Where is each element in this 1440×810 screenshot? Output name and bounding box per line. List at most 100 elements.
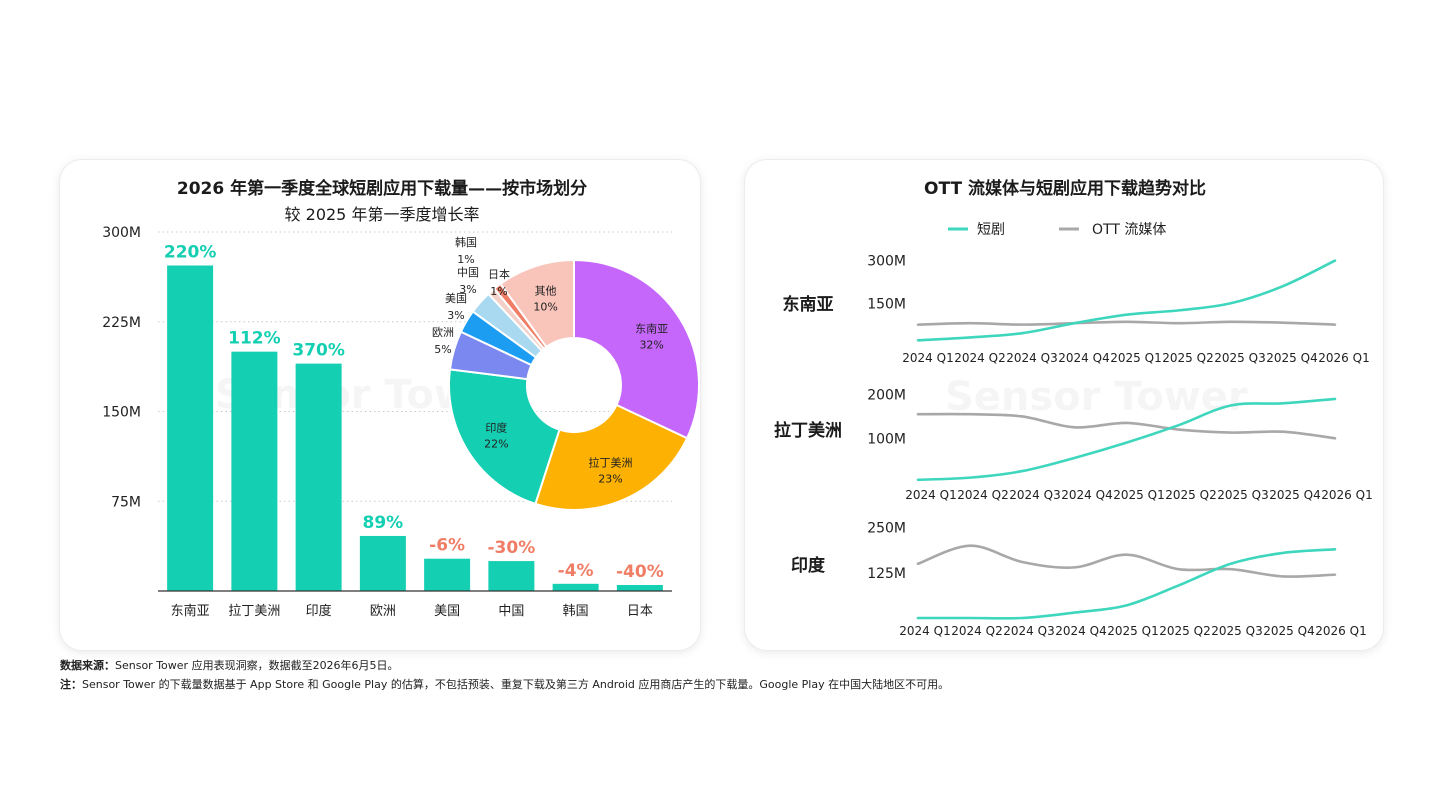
donut-slice xyxy=(448,368,561,506)
donut-label-pct: 10% xyxy=(533,301,557,314)
y-tick-label: 125M xyxy=(867,566,906,582)
y-tick-label: 75M xyxy=(111,494,141,510)
y-tick-label: 150M xyxy=(102,405,141,421)
growth-label: 220% xyxy=(164,243,217,263)
y-tick-label: 250M xyxy=(867,521,906,537)
growth-label: -40% xyxy=(616,562,664,582)
ott-line xyxy=(916,412,1337,440)
bar xyxy=(616,585,663,591)
growth-label: 112% xyxy=(228,329,281,349)
donut-label-name: 印度 xyxy=(485,420,507,434)
ott-line xyxy=(916,544,1337,578)
donut-label-pct: 5% xyxy=(434,343,451,356)
x-category-label: 欧洲 xyxy=(370,604,396,619)
x-tick-label: 2026 Q1 xyxy=(1315,624,1366,638)
x-tick-label: 2025 Q4 xyxy=(1269,488,1320,502)
x-tick-label: 2024 Q4 xyxy=(1058,351,1109,365)
footnote-source-label: 数据来源： xyxy=(60,659,115,672)
x-tick-label: 2025 Q3 xyxy=(1211,624,1262,638)
bar xyxy=(488,561,535,591)
donut-label-name: 拉丁美洲 xyxy=(589,455,633,469)
bar xyxy=(231,351,278,591)
donut-slice xyxy=(573,258,700,440)
x-tick-label: 2025 Q2 xyxy=(1162,351,1213,365)
bar-chart-subtitle: 较 2025 年第一季度增长率 xyxy=(285,205,480,224)
x-category-label: 拉丁美洲 xyxy=(228,604,280,619)
donut-label-name: 东南亚 xyxy=(635,323,668,336)
trend-legend: 短剧 OTT 流媒体 xyxy=(948,222,1166,238)
region-label: 印度 xyxy=(791,555,826,576)
x-tick-label: 2024 Q2 xyxy=(957,488,1008,502)
donut-label-pct: 1% xyxy=(457,253,474,266)
market-share-donut xyxy=(448,258,700,511)
donut-label-name: 韩国 xyxy=(455,235,477,249)
region-label: 东南亚 xyxy=(783,294,834,315)
x-category-label: 美国 xyxy=(434,604,460,619)
x-tick-label: 2024 Q4 xyxy=(1061,488,1112,502)
region-label: 拉丁美洲 xyxy=(774,420,842,441)
x-tick-label: 2026 Q1 xyxy=(1318,351,1369,365)
legend-label-ott: OTT 流媒体 xyxy=(1092,222,1166,238)
x-tick-label: 2025 Q3 xyxy=(1214,351,1265,365)
x-category-label: 印度 xyxy=(306,603,332,619)
growth-label: -6% xyxy=(429,536,465,556)
x-tick-label: 2024 Q2 xyxy=(954,351,1005,365)
footnote-note-label: 注： xyxy=(60,678,82,691)
y-tick-label: 225M xyxy=(102,315,141,331)
growth-labels: 220% 112% 370% 89% -6% -30% -4% -40% xyxy=(164,243,664,583)
x-tick-label: 2025 Q2 xyxy=(1165,488,1216,502)
bar-series xyxy=(167,265,663,591)
donut-label-pct: 32% xyxy=(639,339,663,352)
y-tick-label: 300M xyxy=(102,225,141,241)
bar-chart-title: 2026 年第一季度全球短剧应用下载量——按市场划分 xyxy=(177,178,587,199)
trend-chart-1: 拉丁美洲 200M 100M 2024 Q1 2024 Q2 2024 Q3 2024 Q4… xyxy=(774,388,1373,502)
donut-label-name: 其他 xyxy=(535,285,557,298)
growth-label: -4% xyxy=(558,561,594,581)
donut-label-pct: 1% xyxy=(490,285,507,298)
legend-label-short-drama: 短剧 xyxy=(977,222,1005,238)
footnote-note: 注：Sensor Tower 的下载量数据基于 App Store 和 Goog… xyxy=(60,676,949,692)
x-tick-label: 2024 Q1 xyxy=(905,488,956,502)
short-drama-line xyxy=(916,397,1337,482)
x-tick-label: 2024 Q3 xyxy=(1006,351,1057,365)
growth-label: 89% xyxy=(363,513,404,533)
short-drama-line xyxy=(916,548,1337,620)
x-tick-label: 2025 Q2 xyxy=(1159,624,1210,638)
bar xyxy=(552,583,599,591)
footnote-note-text: Sensor Tower 的下载量数据基于 App Store 和 Google… xyxy=(82,678,950,691)
x-tick-label: 2024 Q1 xyxy=(899,624,950,638)
x-tick-label: 2025 Q1 xyxy=(1110,351,1161,365)
bar xyxy=(167,265,214,591)
donut-slice xyxy=(499,258,575,349)
growth-label: 370% xyxy=(292,341,345,361)
ott-line xyxy=(916,320,1337,326)
donut-label-name: 日本 xyxy=(488,267,510,281)
y-tick-label: 150M xyxy=(867,296,906,312)
donut-label-pct: 3% xyxy=(447,309,464,322)
x-category-label: 韩国 xyxy=(563,604,589,619)
x-tick-label: 2025 Q1 xyxy=(1107,624,1158,638)
x-tick-label: 2025 Q1 xyxy=(1113,488,1164,502)
donut-label-name: 中国 xyxy=(457,266,479,279)
footnote-source-text: Sensor Tower 应用表现洞察，数据截至2026年6月5日。 xyxy=(115,659,399,672)
y-tick-label: 200M xyxy=(867,388,906,404)
x-tick-label: 2025 Q4 xyxy=(1266,351,1317,365)
donut-label-name: 欧洲 xyxy=(432,326,454,339)
donut-label-pct: 22% xyxy=(484,437,508,450)
watermark-right: Sensor Tower xyxy=(945,374,1248,420)
x-tick-label: 2024 Q4 xyxy=(1055,624,1106,638)
y-tick-label: 300M xyxy=(867,254,906,270)
x-tick-label: 2024 Q3 xyxy=(1009,488,1060,502)
x-category-label: 中国 xyxy=(498,604,524,619)
bar xyxy=(359,535,406,591)
bar-x-axis: 东南亚 拉丁美洲 印度 欧洲 美国 中国 韩国 日本 xyxy=(171,603,653,619)
x-tick-label: 2025 Q3 xyxy=(1217,488,1268,502)
bar xyxy=(295,363,342,591)
footnote-source: 数据来源：Sensor Tower 应用表现洞察，数据截至2026年6月5日。 xyxy=(60,657,399,673)
donut-label-name: 美国 xyxy=(445,292,467,305)
